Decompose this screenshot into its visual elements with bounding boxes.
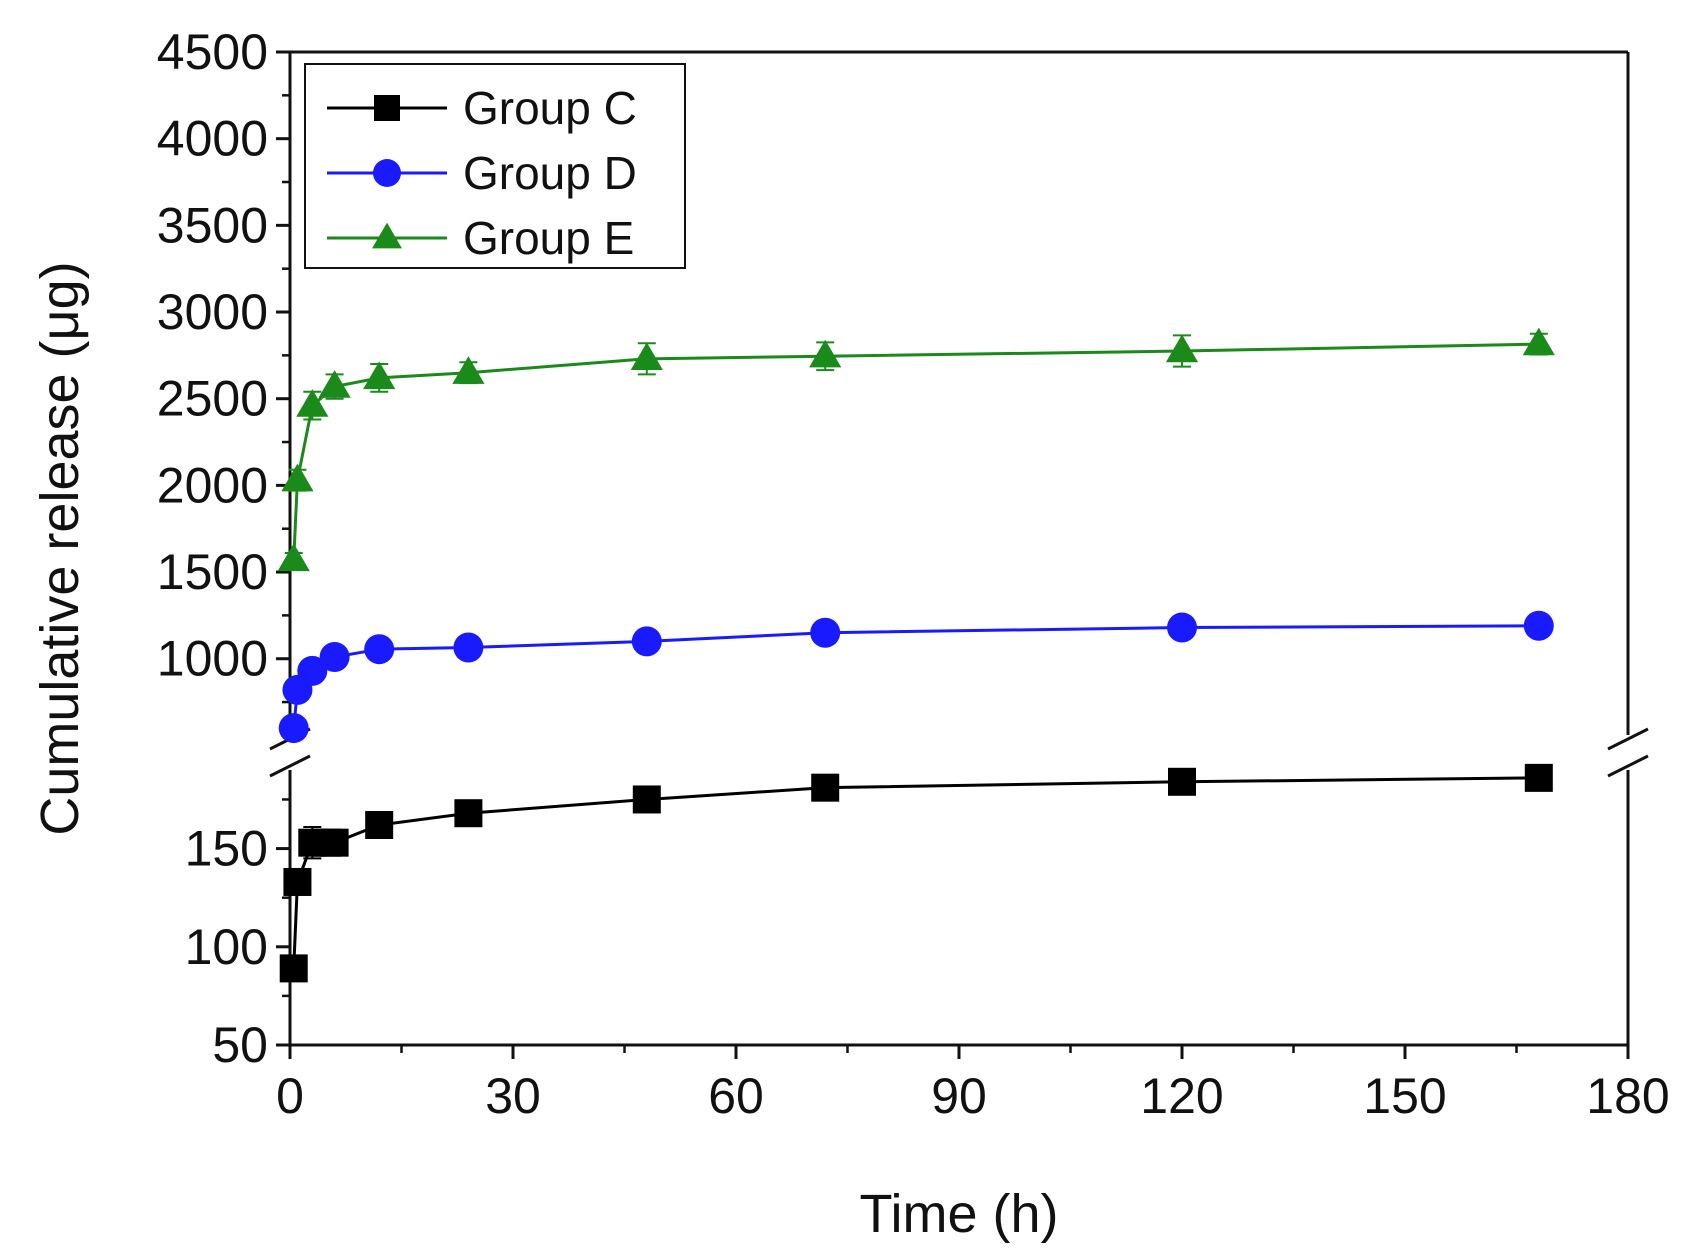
y-tick-label: 1000 <box>157 631 268 687</box>
y-tick-label: 4000 <box>157 111 268 167</box>
data-point <box>453 632 484 663</box>
data-point <box>810 617 841 648</box>
data-point <box>631 626 662 657</box>
y-tick-label: 50 <box>212 1017 268 1073</box>
legend: Group C Group D Group E <box>304 63 686 269</box>
data-point <box>1167 612 1197 643</box>
data-point <box>374 95 400 121</box>
data-point <box>319 641 350 672</box>
data-point <box>278 713 309 744</box>
series-line <box>292 342 1539 560</box>
data-point <box>320 828 349 857</box>
series-group-c <box>279 763 1553 983</box>
y-tick-label: 3500 <box>157 197 268 253</box>
data-point <box>372 222 402 249</box>
data-point <box>279 954 308 983</box>
y-tick-label: 2000 <box>157 457 268 513</box>
data-point <box>318 370 351 398</box>
data-point <box>809 339 842 368</box>
y-axis-title: Cumulative release (μg) <box>30 261 90 835</box>
axis-ticks: 0 30 60 90 120 150 180 50 100 150 1000 1500 2000 2500… <box>157 24 1670 1124</box>
x-tick-label: 150 <box>1363 1068 1446 1124</box>
legend-label: Group D <box>463 147 637 199</box>
x-tick-label: 0 <box>276 1068 304 1124</box>
y-tick-label: 4500 <box>157 24 268 80</box>
data-point <box>364 634 395 665</box>
data-point <box>373 159 401 187</box>
axis-break-mark-left <box>269 754 311 778</box>
data-point <box>296 389 329 417</box>
data-point <box>1165 334 1199 363</box>
x-axis-title: Time (h) <box>860 1184 1059 1244</box>
data-point <box>454 799 483 828</box>
y-tick-label: 100 <box>185 919 268 975</box>
legend-item: Group C <box>327 82 637 134</box>
data-point <box>1524 763 1553 792</box>
y-tick-label: 3000 <box>157 284 268 340</box>
legend-label: Group E <box>463 212 634 264</box>
data-point <box>365 811 394 839</box>
legend-label: Group C <box>463 82 637 134</box>
axis-break-mark-right <box>1607 727 1649 751</box>
data-point <box>630 342 663 371</box>
data-point <box>1168 767 1196 796</box>
y-tick-label: 1500 <box>157 544 268 600</box>
data-point <box>811 773 840 802</box>
series-group-e <box>277 327 1555 572</box>
x-tick-label: 30 <box>485 1068 541 1124</box>
data-point <box>1523 610 1554 641</box>
axis-break-mark-right <box>1607 754 1649 778</box>
data-point <box>632 785 661 814</box>
series-layer <box>277 327 1555 983</box>
data-point <box>283 867 312 896</box>
legend-box <box>304 63 686 269</box>
data-point <box>277 543 310 572</box>
data-point <box>297 655 328 686</box>
y-tick-label: 2500 <box>157 371 268 427</box>
data-point <box>281 463 314 492</box>
data-point <box>363 361 396 390</box>
data-point <box>452 356 485 384</box>
x-tick-label: 120 <box>1140 1068 1223 1124</box>
x-tick-label: 90 <box>931 1068 987 1124</box>
y-tick-label: 150 <box>185 821 268 877</box>
x-tick-label: 180 <box>1586 1068 1669 1124</box>
legend-item: Group D <box>327 147 637 199</box>
x-tick-label: 60 <box>708 1068 764 1124</box>
data-point <box>1522 327 1555 356</box>
legend-item: Group E <box>327 212 634 264</box>
series-group-d <box>278 610 1554 744</box>
